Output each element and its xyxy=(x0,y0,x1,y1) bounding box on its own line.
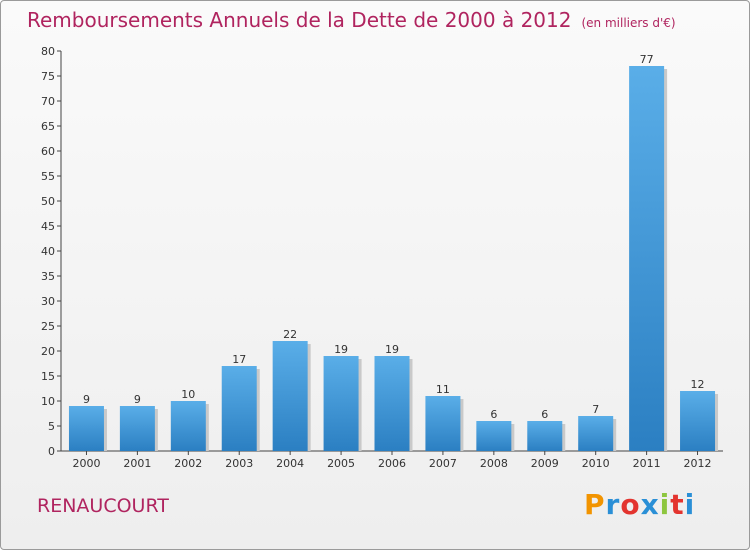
logo-letter: o xyxy=(620,488,641,521)
y-tick-label: 20 xyxy=(41,345,55,358)
logo-letter: x xyxy=(640,488,660,521)
bar-value-label: 9 xyxy=(134,393,141,406)
logo-letter: P xyxy=(584,488,606,521)
bar-value-label: 17 xyxy=(232,353,246,366)
y-tick-label: 80 xyxy=(41,45,55,58)
x-tick-label: 2008 xyxy=(480,457,508,470)
bar-2011 xyxy=(629,66,665,451)
bar-value-label: 7 xyxy=(592,403,599,416)
y-tick-label: 70 xyxy=(41,95,55,108)
y-tick-label: 40 xyxy=(41,245,55,258)
y-tick-label: 35 xyxy=(41,270,55,283)
bar-2012 xyxy=(680,391,716,451)
chart-title: Remboursements Annuels de la Dette de 20… xyxy=(27,8,676,32)
bar-2001 xyxy=(119,406,155,451)
x-tick-label: 2012 xyxy=(684,457,712,470)
town-name: RENAUCOURT xyxy=(37,495,169,517)
y-tick-label: 25 xyxy=(41,320,55,333)
x-tick-label: 2011 xyxy=(633,457,661,470)
y-tick-label: 0 xyxy=(48,445,55,458)
x-tick-label: 2003 xyxy=(225,457,253,470)
x-tick-label: 2005 xyxy=(327,457,355,470)
logo-letter: i xyxy=(684,488,696,521)
bar-2005 xyxy=(323,356,359,451)
x-tick-label: 2006 xyxy=(378,457,406,470)
x-tick-label: 2009 xyxy=(531,457,559,470)
y-tick-label: 60 xyxy=(41,145,55,158)
y-tick-label: 5 xyxy=(48,420,55,433)
y-tick-label: 10 xyxy=(41,395,55,408)
bar-value-label: 19 xyxy=(385,343,399,356)
bar-2010 xyxy=(578,416,614,451)
x-tick-label: 2001 xyxy=(123,457,151,470)
chart-axes: 0 5 10 15 20 25 30 35 40 45 50 55 60 65 70 75 80 2000 2001… xyxy=(41,45,723,470)
bar-2008 xyxy=(476,421,512,451)
logo-letter: r xyxy=(605,488,621,521)
logo-letter: i xyxy=(659,488,671,521)
chart-title-text: Remboursements Annuels de la Dette de 20… xyxy=(27,8,572,32)
y-tick-label: 15 xyxy=(41,370,55,383)
bar-value-label: 19 xyxy=(334,343,348,356)
bar-2006 xyxy=(374,356,410,451)
x-tick-label: 2000 xyxy=(72,457,100,470)
x-tick-label: 2004 xyxy=(276,457,304,470)
bar-value-label: 6 xyxy=(541,408,548,421)
x-tick-label: 2002 xyxy=(174,457,202,470)
y-tick-label: 55 xyxy=(41,170,55,183)
bar-value-label: 77 xyxy=(640,53,654,66)
y-tick-label: 30 xyxy=(41,295,55,308)
proxiti-logo: Proxiti xyxy=(584,488,695,521)
bar-value-label: 6 xyxy=(490,408,497,421)
x-tick-label: 2010 xyxy=(582,457,610,470)
x-tick-label: 2007 xyxy=(429,457,457,470)
bar-value-label: 12 xyxy=(691,378,705,391)
y-tick-label: 65 xyxy=(41,120,55,133)
bar-value-label: 22 xyxy=(283,328,297,341)
bar-2009 xyxy=(527,421,563,451)
bar-value-label: 9 xyxy=(83,393,90,406)
bar-2000 xyxy=(68,406,104,451)
bar-2002 xyxy=(170,401,206,451)
bar-2003 xyxy=(221,366,257,451)
chart-subtitle: (en milliers d'€) xyxy=(581,16,676,30)
logo-letter: t xyxy=(670,488,685,521)
y-tick-label: 75 xyxy=(41,70,55,83)
bar-2007 xyxy=(425,396,461,451)
y-tick-label: 50 xyxy=(41,195,55,208)
y-tick-label: 45 xyxy=(41,220,55,233)
bar-value-label: 11 xyxy=(436,383,450,396)
bar-2004 xyxy=(272,341,308,451)
bar-value-label: 10 xyxy=(181,388,195,401)
